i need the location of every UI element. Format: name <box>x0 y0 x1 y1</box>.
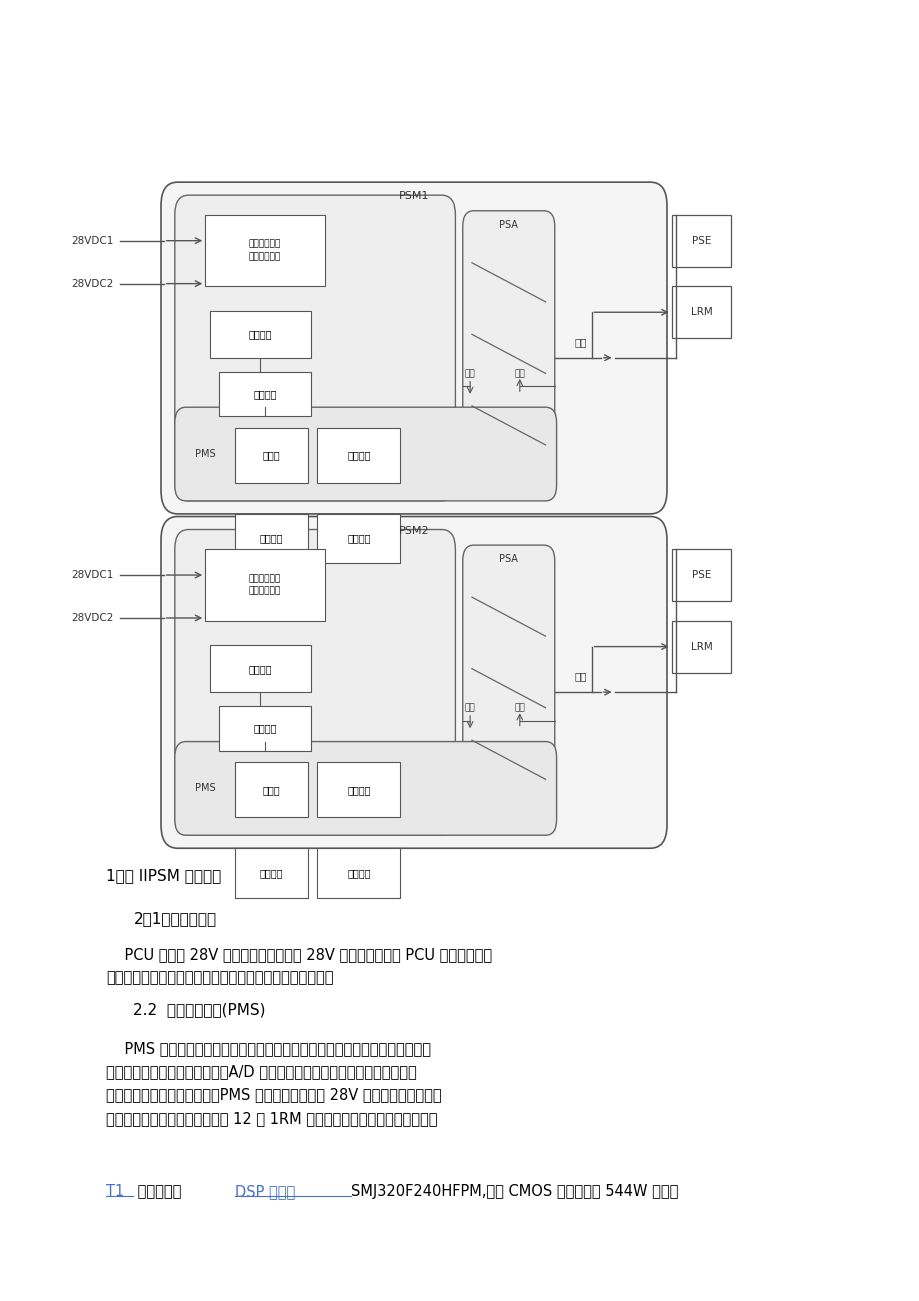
Text: 28VDC2: 28VDC2 <box>71 613 113 623</box>
Bar <box>317 848 400 898</box>
Text: 28VDC2: 28VDC2 <box>71 278 113 289</box>
Text: 监控电路: 监控电路 <box>346 450 370 461</box>
FancyBboxPatch shape <box>161 516 666 848</box>
Bar <box>219 706 311 751</box>
Bar <box>671 621 731 673</box>
Bar <box>234 848 308 898</box>
FancyBboxPatch shape <box>175 195 455 501</box>
FancyBboxPatch shape <box>462 211 554 490</box>
Bar <box>210 311 311 358</box>
Text: 接口电路: 接口电路 <box>259 533 283 544</box>
Text: 辅助电源: 辅助电源 <box>253 389 277 399</box>
Text: PSA: PSA <box>499 554 517 565</box>
Bar <box>205 549 324 621</box>
FancyBboxPatch shape <box>462 545 554 825</box>
Text: 控制电路: 控制电路 <box>346 533 370 544</box>
Text: 2．1电源转换单元: 2．1电源转换单元 <box>133 911 216 926</box>
Text: LRM: LRM <box>690 641 711 652</box>
Text: 采集: 采集 <box>464 704 475 712</box>
Bar <box>234 514 308 563</box>
Text: PSE: PSE <box>691 570 710 580</box>
FancyBboxPatch shape <box>175 530 455 835</box>
Text: 2.2  电源管理单元(PMS): 2.2 电源管理单元(PMS) <box>133 1002 266 1017</box>
Text: 采集: 采集 <box>464 369 475 377</box>
Bar <box>205 215 324 286</box>
Text: 输出: 输出 <box>573 337 586 347</box>
FancyBboxPatch shape <box>161 182 666 514</box>
Bar <box>219 372 311 416</box>
Bar <box>234 428 308 483</box>
FancyBboxPatch shape <box>175 407 556 501</box>
Text: 监控电路: 监控电路 <box>346 785 370 795</box>
Bar <box>234 762 308 817</box>
Text: PMS: PMS <box>195 783 215 794</box>
Text: PSE: PSE <box>691 235 710 246</box>
Text: 控制: 控制 <box>514 369 525 377</box>
Text: 储能电路: 储能电路 <box>248 664 272 674</box>
Text: PMS 是系统实现电源智能管理的关键。它主要由电压调理电路、电流负载调
理电路、多路开关、缓冲调整、A/D 转换电路、通讯接口、控制器以及系统管
理程序等软硬件: PMS 是系统实现电源智能管理的关键。它主要由电压调理电路、电流负载调 理电路、… <box>106 1041 441 1125</box>
Text: 公司推出的: 公司推出的 <box>133 1184 187 1200</box>
Bar <box>210 645 311 692</box>
Text: 1．用 IIPSM 原理框图: 1．用 IIPSM 原理框图 <box>106 868 221 883</box>
Text: 控制器: 控制器 <box>262 785 280 795</box>
Text: PCU 将机上 28V 输入电压转换成直流 28V 母板电压。同时 PCU 具有负载均流
和自身故障隔离功能，并为模块上其它电路提供辅助电源。: PCU 将机上 28V 输入电压转换成直流 28V 母板电压。同时 PCU 具有… <box>106 947 492 986</box>
Text: T1: T1 <box>106 1184 124 1200</box>
Text: 28VDC1: 28VDC1 <box>71 235 113 246</box>
Bar <box>317 762 400 817</box>
Text: PSM2: PSM2 <box>398 526 429 536</box>
Text: 滤波、尖峰、
浪涌抑制电路: 滤波、尖峰、 浪涌抑制电路 <box>248 239 281 262</box>
Text: 控制: 控制 <box>514 704 525 712</box>
Text: LRM: LRM <box>690 307 711 317</box>
Text: 输出: 输出 <box>573 671 586 682</box>
Text: 储能电路: 储能电路 <box>248 329 272 340</box>
Text: PMS: PMS <box>195 449 215 459</box>
Text: SMJ320F240HFPM,采用 CMOS 工艺，片内 544W 的数据: SMJ320F240HFPM,采用 CMOS 工艺，片内 544W 的数据 <box>351 1184 678 1200</box>
Text: 滤波、尖峰、
浪涌抑制电路: 滤波、尖峰、 浪涌抑制电路 <box>248 574 281 596</box>
Text: 接口电路: 接口电路 <box>259 868 283 878</box>
Bar <box>671 215 731 267</box>
FancyBboxPatch shape <box>175 742 556 835</box>
Bar <box>671 549 731 601</box>
Bar <box>317 428 400 483</box>
Bar <box>671 286 731 338</box>
Text: 辅助电源: 辅助电源 <box>253 723 277 734</box>
Text: DSP 处理器: DSP 处理器 <box>234 1184 294 1200</box>
Text: PSA: PSA <box>499 220 517 230</box>
Text: PSM1: PSM1 <box>398 191 429 202</box>
Text: 28VDC1: 28VDC1 <box>71 570 113 580</box>
Text: 控制器: 控制器 <box>262 450 280 461</box>
Bar <box>317 514 400 563</box>
Text: 控制电路: 控制电路 <box>346 868 370 878</box>
